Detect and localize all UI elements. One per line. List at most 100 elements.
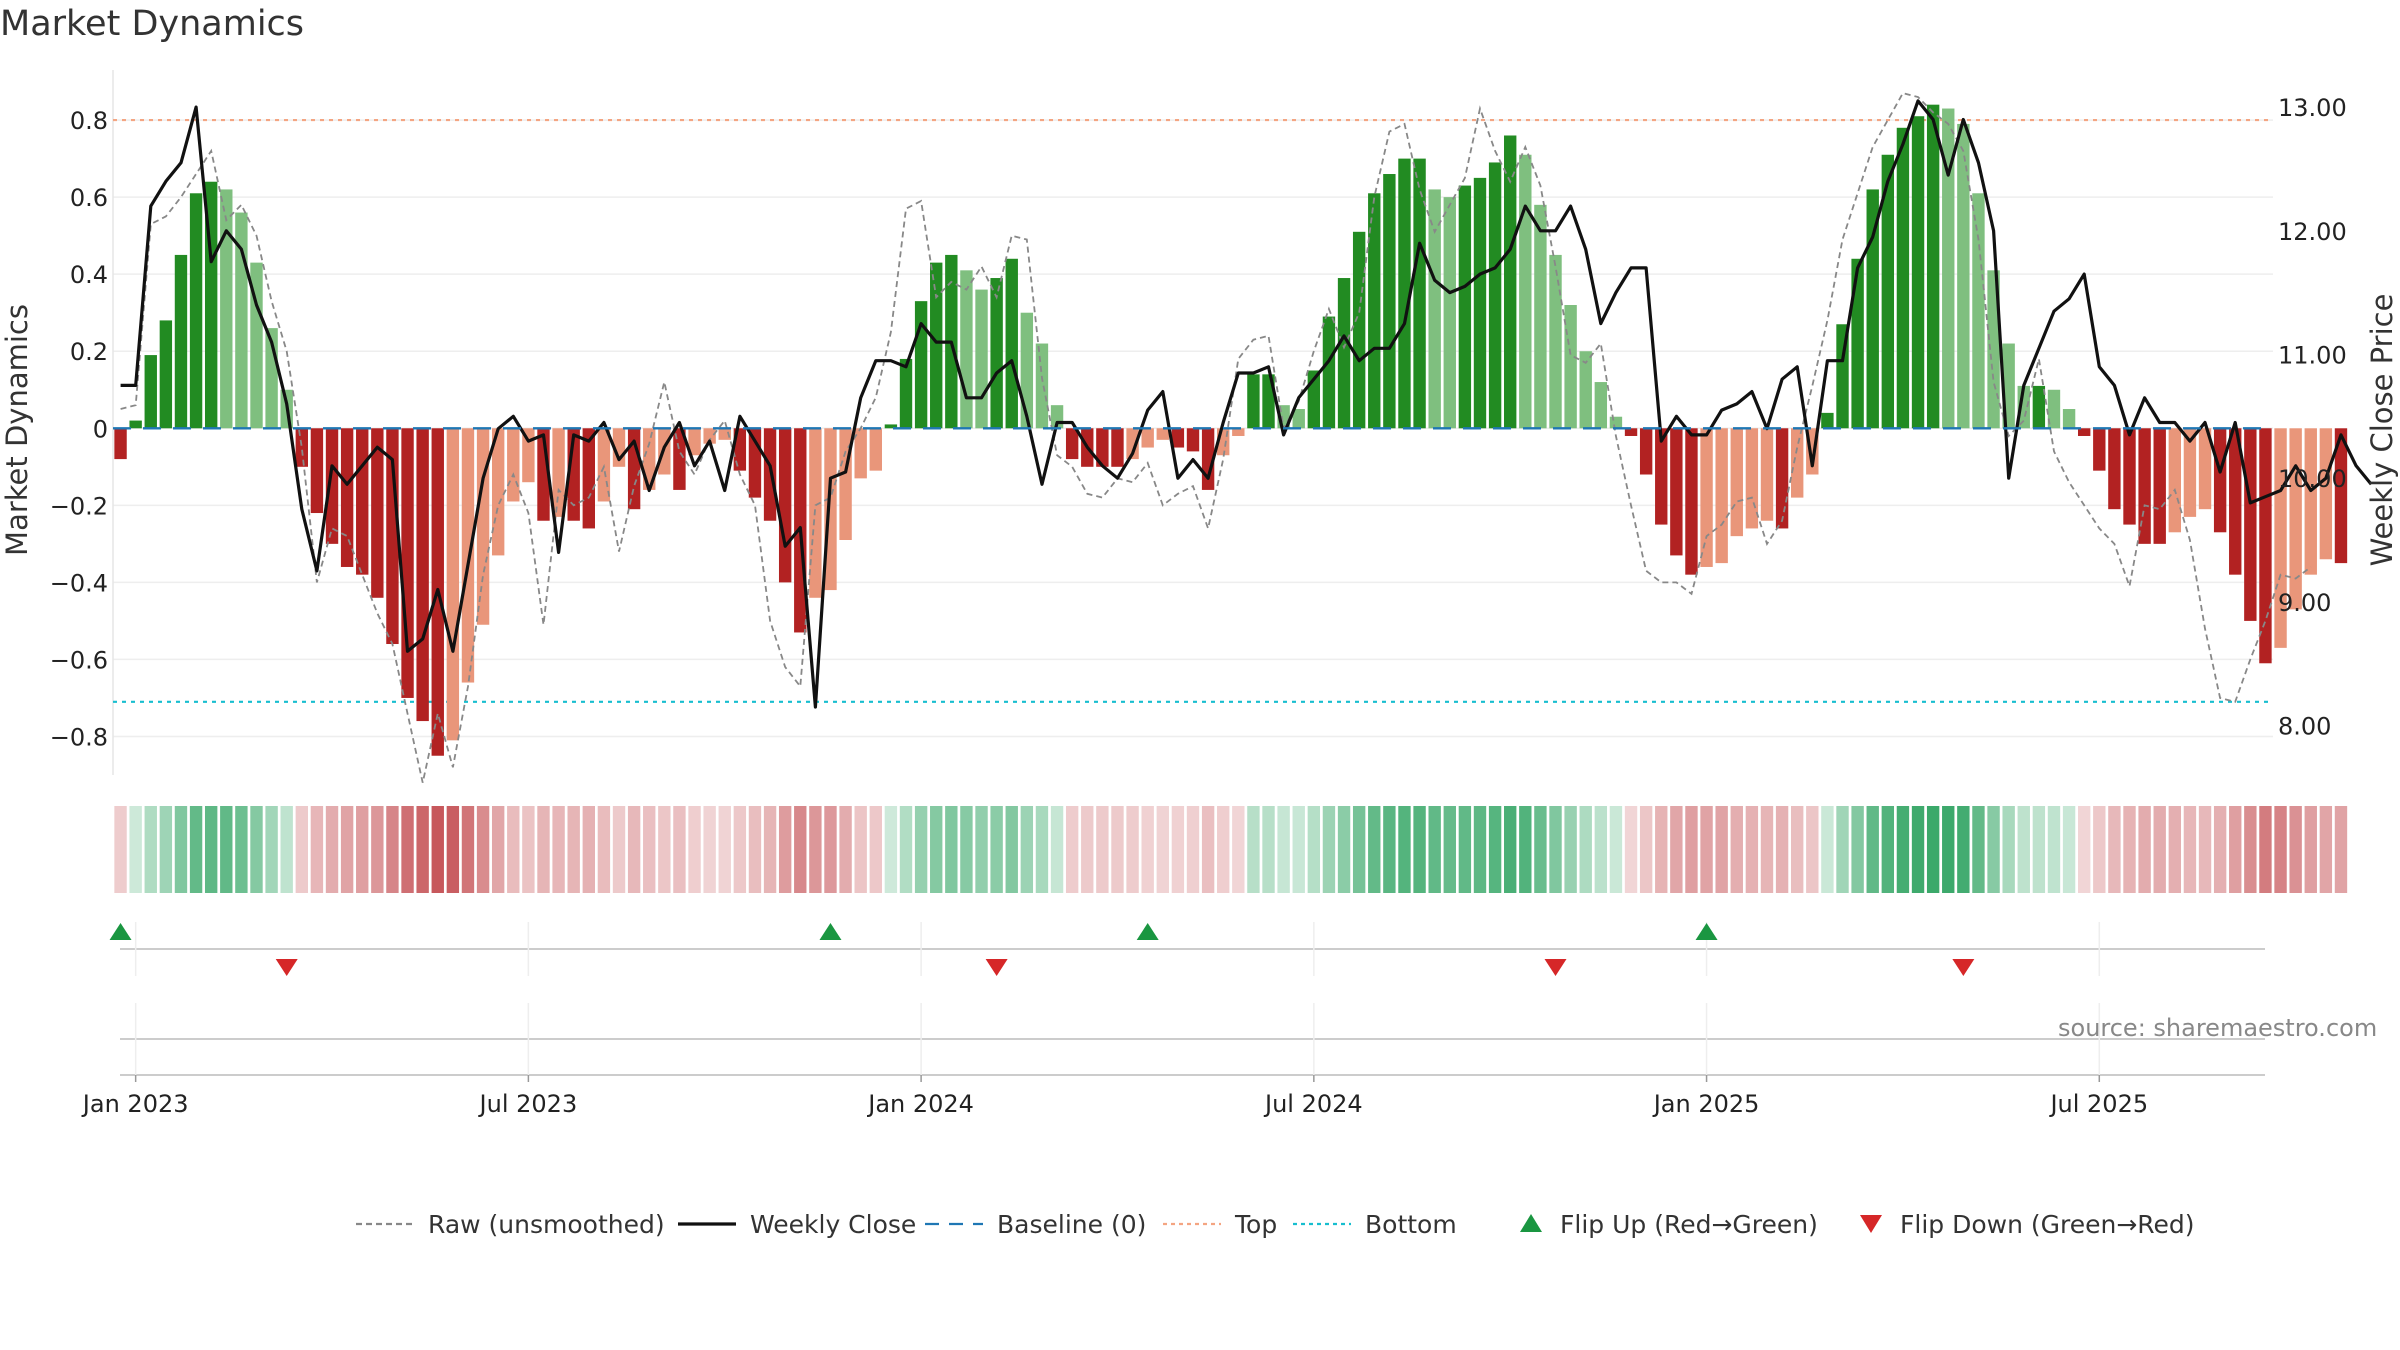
strip-cell (1715, 806, 1728, 893)
bar (1005, 258, 1018, 429)
strip-cell (1232, 806, 1245, 893)
strip-cell (1065, 806, 1079, 893)
bar (2289, 428, 2302, 610)
flip-up-marker (819, 923, 842, 940)
legend-label: Flip Down (Green→Red) (1900, 1210, 2195, 1239)
bar (1443, 197, 1456, 429)
strip-cell (1050, 806, 1064, 893)
bars-layer (114, 104, 2348, 756)
strip-cell (2153, 806, 2166, 893)
strip-cell (2093, 806, 2106, 893)
strip-cell (295, 806, 309, 893)
bar (2319, 428, 2333, 560)
strip-cell (597, 806, 611, 893)
bar (2093, 428, 2106, 471)
x-tick-label: Jul 2023 (478, 1090, 578, 1118)
legend-item: Raw (unsmoothed) (356, 1210, 665, 1239)
strip-cell (189, 806, 203, 893)
bar (2334, 428, 2348, 564)
strip-cell (2077, 806, 2091, 893)
strip-cell (2183, 806, 2197, 893)
bar (1473, 177, 1487, 429)
strip-cell (914, 806, 928, 893)
bar (1639, 428, 1653, 475)
y2-tick-label: 12.00 (2278, 218, 2347, 246)
y2-tick-label: 10.00 (2278, 465, 2347, 493)
strip-cell (1745, 806, 1759, 893)
y-tick-label: −0.2 (50, 492, 108, 520)
legend-item: Baseline (0) (925, 1210, 1146, 1239)
strip-cell (794, 806, 807, 893)
strip-cell (1352, 806, 1366, 893)
strip-cell (960, 806, 973, 893)
bar (869, 428, 882, 471)
strip-cell (1700, 806, 1713, 893)
bar (250, 262, 263, 429)
strip-cell (2168, 806, 2182, 893)
strip-cell (1443, 806, 1456, 893)
strip-cell (371, 806, 384, 893)
flip-up-marker (1136, 923, 1159, 940)
flip-down-marker (1544, 959, 1567, 976)
legend-item: Flip Up (Red→Green) (1520, 1210, 1818, 1239)
strip-cell (522, 806, 535, 893)
bar (1896, 127, 1910, 429)
bar (1458, 185, 1472, 429)
legend-item: Bottom (1293, 1210, 1457, 1239)
flip-down-marker (1952, 959, 1975, 976)
x-tick-label: Jan 2023 (81, 1090, 189, 1118)
strip-cell (507, 806, 520, 893)
bar (356, 428, 369, 575)
bar (1881, 154, 1895, 429)
bar (1322, 316, 1336, 429)
strip-cell (1156, 806, 1169, 893)
strip-cell (673, 806, 686, 893)
bar (1549, 254, 1562, 429)
strip-cell (1201, 806, 1215, 893)
strip-cell (854, 806, 867, 893)
y-tick-label: −0.4 (50, 569, 108, 597)
x-tick-label: Jan 2025 (1652, 1090, 1760, 1118)
strip-cell (612, 806, 626, 893)
bar (914, 301, 928, 429)
bar (1247, 374, 1260, 429)
bar (416, 428, 429, 722)
bar (688, 428, 701, 456)
strip-cell (446, 806, 460, 893)
y2-tick-label: 11.00 (2278, 341, 2347, 369)
bar (1564, 305, 1577, 429)
strip-cell (552, 806, 565, 893)
strip-cell (2229, 806, 2242, 893)
bar (1111, 428, 1124, 467)
strip-cell (839, 806, 852, 893)
bar (507, 428, 520, 502)
bar (446, 428, 460, 741)
bar (2213, 428, 2227, 533)
strip-cell (567, 806, 580, 893)
y-tick-label: 0.8 (70, 107, 108, 135)
bar (174, 254, 188, 429)
bar (1035, 343, 1049, 429)
bar (522, 428, 535, 483)
strip-cell (1504, 806, 1517, 893)
strip-cell (1564, 806, 1577, 893)
strip-cell (1881, 806, 1895, 893)
strip-cell (2198, 806, 2212, 893)
bar (2123, 428, 2136, 525)
strip-cell (975, 806, 988, 893)
bar (461, 428, 475, 683)
strip-cell (416, 806, 429, 893)
strip-cell (763, 806, 777, 893)
strip-cell (250, 806, 263, 893)
strip-cell (2213, 806, 2227, 893)
strip-cell (884, 806, 898, 893)
legend-label: Flip Up (Red→Green) (1560, 1210, 1818, 1239)
strip-cell (2017, 806, 2030, 893)
strip-cell (1458, 806, 1472, 893)
legend-flip-up-icon (1520, 1214, 1542, 1232)
legend-label: Weekly Close (750, 1210, 916, 1239)
bar (552, 428, 565, 517)
bar (778, 428, 792, 583)
bar (371, 428, 384, 598)
strip-cell (2259, 806, 2272, 893)
